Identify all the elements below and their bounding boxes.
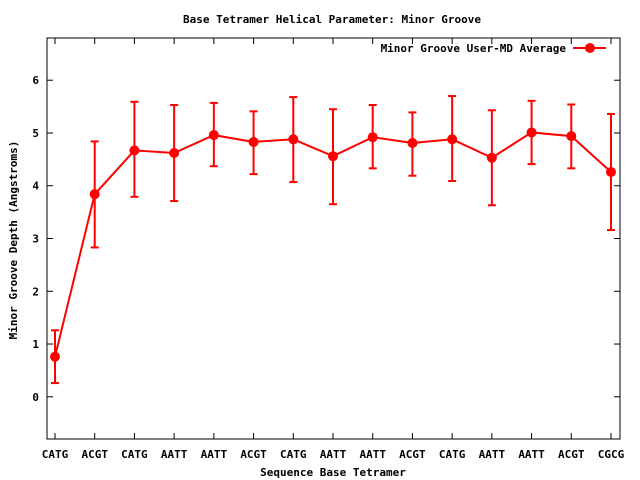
y-tick-label: 2 — [32, 285, 39, 298]
data-points — [50, 127, 616, 362]
y-axis: 0 1 2 3 4 5 6 — [32, 74, 620, 404]
x-axis: CATG ACGT CATG AATT AATT ACGT CATG AATT AATT ACGT… — [42, 38, 625, 461]
data-point — [89, 189, 100, 200]
x-tick-label: CATG — [280, 448, 307, 461]
y-tick-label: 5 — [32, 127, 39, 140]
y-tick-label: 3 — [32, 233, 39, 246]
x-tick-label: AATT — [359, 448, 386, 461]
data-point — [407, 137, 418, 148]
x-tick-label: CATG — [42, 448, 69, 461]
data-point — [50, 351, 60, 362]
x-tick-label: AATT — [518, 448, 545, 461]
x-tick-label: CGCG — [598, 448, 625, 461]
x-tick-label: AATT — [479, 448, 506, 461]
x-tick-label: AATT — [201, 448, 228, 461]
x-tick-label: CATG — [439, 448, 466, 461]
data-point — [526, 127, 537, 138]
data-point — [248, 136, 259, 147]
x-tick-label: ACGT — [81, 448, 108, 461]
y-tick-label: 0 — [32, 391, 39, 404]
y-tick-label: 6 — [32, 74, 39, 87]
x-tick-label: CATG — [121, 448, 148, 461]
plot-frame — [46, 37, 621, 440]
data-point — [606, 167, 616, 178]
x-axis-label: Sequence Base Tetramer — [260, 466, 406, 479]
data-point — [486, 152, 497, 163]
x-tick-label: AATT — [320, 448, 347, 461]
y-tick-label: 4 — [32, 180, 39, 193]
data-point — [566, 131, 577, 142]
chart-title: Base Tetramer Helical Parameter: Minor G… — [183, 13, 481, 26]
data-point — [367, 132, 378, 143]
x-tick-label: AATT — [161, 448, 188, 461]
data-point — [169, 148, 180, 159]
legend-marker — [585, 43, 595, 53]
data-point — [208, 130, 219, 141]
data-point — [328, 151, 338, 162]
x-tick-label: ACGT — [558, 448, 585, 461]
legend-label: Minor Groove User-MD Average — [381, 42, 567, 55]
x-tick-label: ACGT — [399, 448, 426, 461]
data-point — [288, 134, 299, 145]
legend: Minor Groove User-MD Average — [381, 42, 606, 55]
data-point — [447, 134, 458, 145]
y-axis-label: Minor Groove Depth (Angstroms) — [7, 141, 20, 340]
x-tick-label: ACGT — [240, 448, 267, 461]
y-tick-label: 1 — [32, 338, 39, 351]
error-bars — [51, 95, 615, 385]
data-point — [129, 145, 140, 156]
